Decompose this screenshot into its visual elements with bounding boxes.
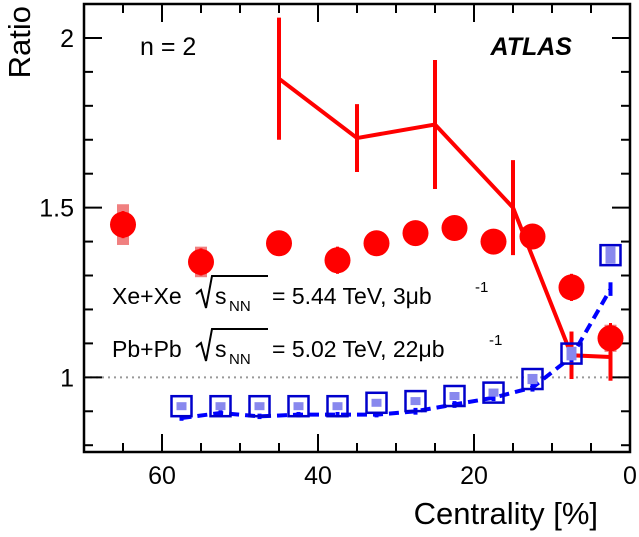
axis-ticks [83, 3, 631, 452]
red-circle-marker [363, 230, 390, 257]
xexe-energy: = 5.44 TeV, 3μb [272, 283, 432, 309]
blue-square-marker [287, 394, 310, 418]
blue-square-sys-band [176, 402, 187, 411]
blue-square-series [170, 243, 622, 418]
red-circle-marker [188, 248, 214, 275]
xexe-legend-label: Xe+Xe s NN = 5.44 TeV, 3μb -1 [112, 275, 488, 315]
pbpb-lumi-exponent: -1 [489, 332, 502, 349]
y-tick-label: 1 [60, 364, 74, 392]
blue-square-marker [521, 367, 544, 391]
x-tick-label: 40 [304, 462, 332, 490]
pbpb-energy: = 5.02 TeV, 22μb [272, 336, 445, 362]
blue-square-sys-band [254, 402, 265, 411]
atlas-label: ATLAS [490, 33, 573, 61]
blue-square-marker [599, 243, 622, 267]
x-tick-label: 60 [148, 462, 176, 490]
red-circle-marker [519, 223, 546, 250]
xexe-system: Xe+Xe [112, 283, 182, 309]
y-tick-label: 2 [60, 25, 74, 53]
series-layer [110, 17, 624, 421]
pbpb-sqrt-s: s [215, 336, 227, 362]
xexe-sqrt-s: s [215, 283, 227, 309]
pbpb-legend-label: Pb+Pb s NN = 5.02 TeV, 22μb -1 [112, 328, 502, 368]
blue-square-sys-band [215, 402, 226, 411]
x-axis-label: Centrality [%] [414, 496, 598, 531]
blue-square-sys-band [488, 388, 499, 397]
blue-square-marker [248, 394, 271, 418]
blue-square-sys-band [293, 402, 304, 411]
blue-square-sys-band [332, 402, 343, 411]
blue-square-sys-band [410, 397, 421, 406]
red-line-series [277, 17, 613, 381]
blue-square-marker [170, 394, 193, 418]
blue-square-marker [404, 389, 427, 413]
sqrt-symbol [195, 275, 268, 309]
y-tick-label: 1.5 [39, 195, 74, 223]
blue-square-sys-band [566, 346, 577, 361]
red-circle-marker [441, 215, 468, 241]
red-circle-marker [110, 211, 136, 238]
tick-labels: 60 40 20 0 1 1.5 2 [39, 25, 637, 490]
red-circle-marker [324, 247, 351, 274]
blue-square-marker [443, 384, 466, 408]
x-tick-label: 0 [623, 462, 637, 490]
xexe-lumi-exponent: -1 [475, 279, 488, 296]
xexe-sqrt-sub: NN [229, 298, 251, 315]
blue-square-marker [560, 342, 583, 365]
pbpb-system: Pb+Pb [112, 336, 182, 362]
blue-square-sys-band [449, 392, 460, 400]
blue-square-marker [482, 381, 505, 404]
red-circle-marker [266, 230, 292, 257]
blue-square-marker [326, 394, 349, 418]
red-circle-marker [480, 228, 507, 255]
blue-square-sys-band [371, 398, 382, 407]
y-axis-label: Ratio [2, 6, 37, 78]
blue-square-marker [209, 394, 232, 418]
blue-square-sys-band [605, 246, 616, 264]
red-line [277, 77, 611, 359]
red-circle-marker [558, 274, 585, 301]
blue-square-sys-band [527, 373, 538, 385]
n-label: n = 2 [140, 33, 196, 61]
pbpb-sqrt-sub: NN [229, 351, 251, 368]
red-circle-series [110, 204, 624, 354]
sqrt-symbol [195, 328, 268, 362]
blue-square-marker [365, 391, 388, 415]
red-circle-marker [597, 325, 624, 352]
x-tick-label: 20 [460, 462, 488, 490]
red-circle-marker [402, 220, 429, 247]
